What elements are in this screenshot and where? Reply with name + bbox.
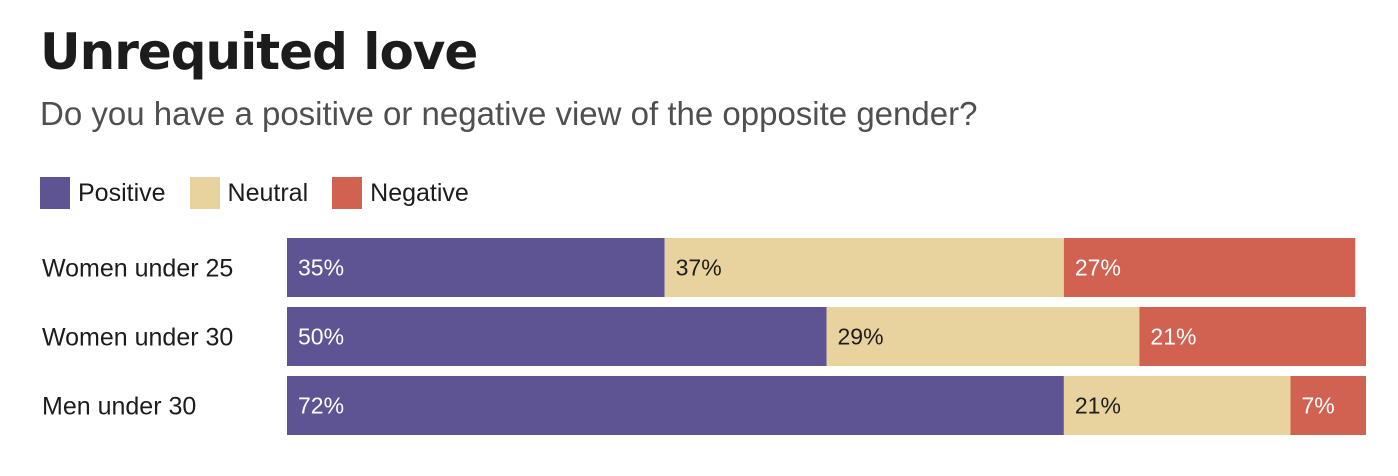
bar-segment-positive [287, 307, 827, 366]
bar-segment-neutral [664, 238, 1064, 297]
legend-item-negative: Negative [332, 177, 469, 209]
legend-label-neutral: Neutral [227, 178, 309, 207]
data-label-negative: 27% [1075, 255, 1121, 281]
legend-swatch-negative [332, 177, 363, 209]
bar-segment-neutral [826, 307, 1140, 366]
bar-segment-positive [287, 376, 1064, 435]
legend-label-positive: Positive [78, 178, 166, 207]
bar-segment-negative [1290, 376, 1366, 435]
chart-title: Unrequited love [40, 23, 478, 81]
bar-segment-positive [287, 238, 665, 297]
data-label-neutral: 29% [838, 324, 884, 350]
legend-swatch-neutral [189, 177, 220, 209]
data-label-positive: 50% [298, 324, 344, 350]
legend-item-positive: Positive [40, 177, 166, 209]
legend: Positive Neutral Negative [40, 176, 493, 210]
data-label-neutral: 21% [1075, 393, 1121, 419]
data-label-positive: 72% [298, 393, 344, 419]
chart-subtitle: Do you have a positive or negative view … [40, 95, 978, 132]
data-label-negative: 7% [1301, 393, 1334, 419]
data-label-positive: 35% [298, 255, 344, 281]
row-label: Women under 30 [42, 324, 233, 352]
row-label: Women under 25 [42, 255, 233, 283]
bar-segment-negative [1139, 307, 1366, 366]
legend-item-neutral: Neutral [189, 177, 309, 209]
data-label-neutral: 37% [676, 255, 722, 281]
data-label-negative: 21% [1150, 324, 1196, 350]
row-label: Men under 30 [42, 393, 196, 421]
bar-segment-neutral [1063, 376, 1291, 435]
legend-label-negative: Negative [370, 178, 469, 207]
legend-swatch-positive [40, 177, 70, 209]
bar-segment-negative [1063, 238, 1356, 297]
